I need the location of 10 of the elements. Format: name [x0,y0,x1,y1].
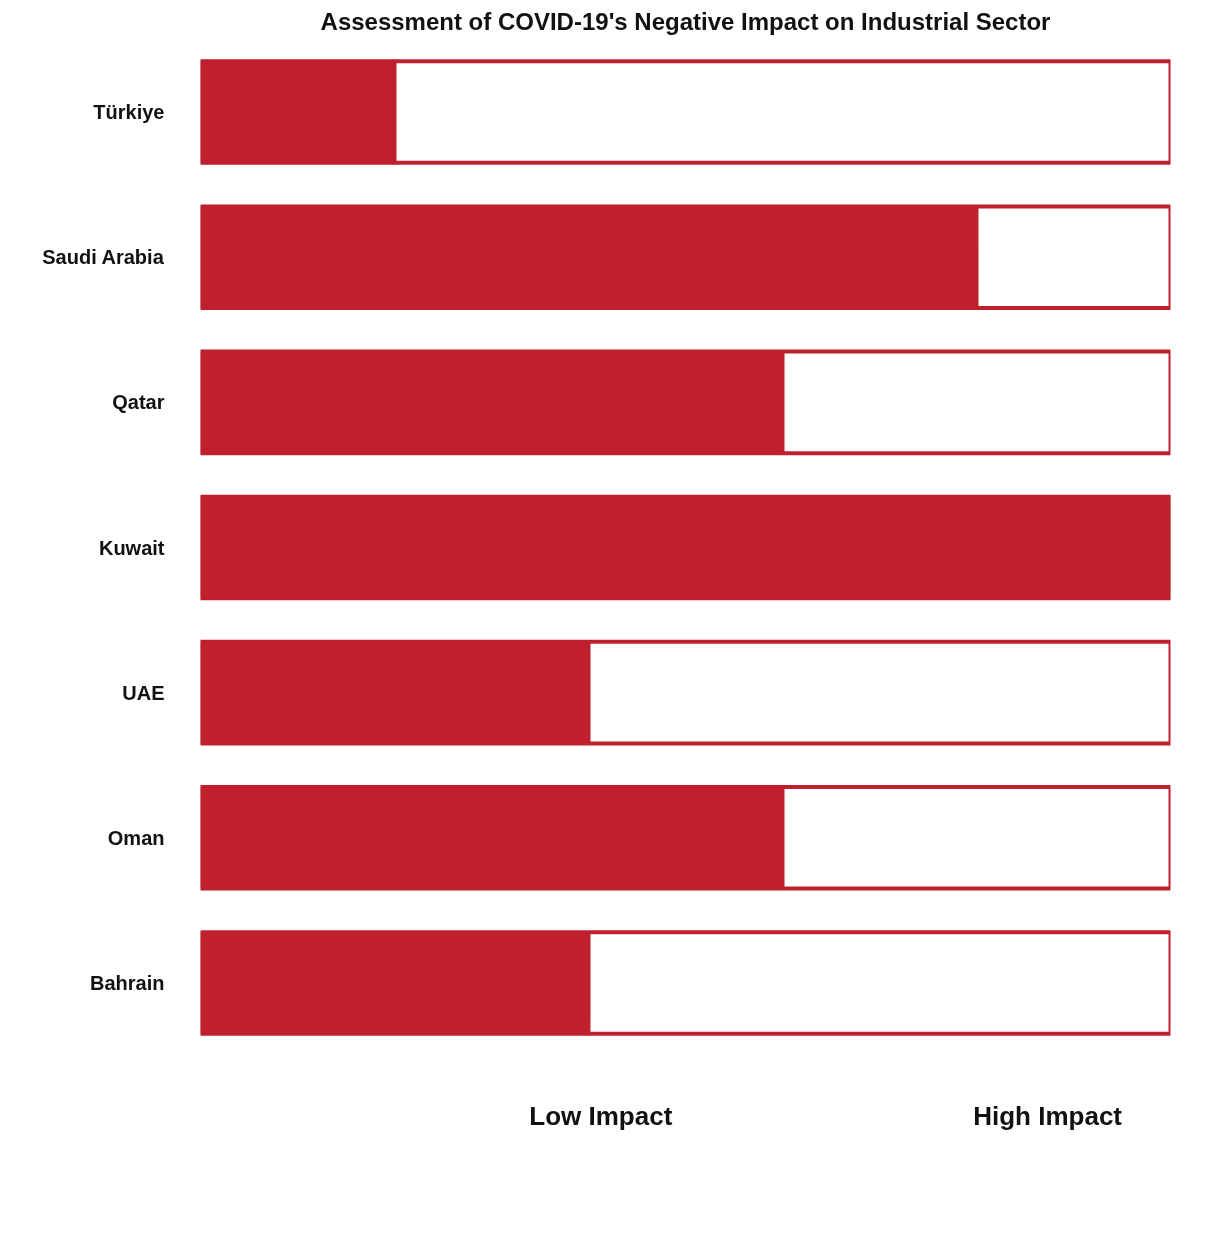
y-tick-label: Oman [107,826,165,849]
chart-title: Assessment of COVID-19's Negative Impact on Industrial Sector [320,7,1051,35]
y-tick-label: Qatar [112,391,165,414]
y-tick-label: UAE [122,681,165,704]
y-tick-label: Türkiye [93,101,165,124]
y-tick-label: Bahrain [90,971,165,994]
y-tick-label: Kuwait [98,536,165,559]
y-tick-label: Saudi Arabia [42,246,165,269]
text: Low Impact [529,1100,673,1131]
text: High Impact [973,1100,1123,1131]
